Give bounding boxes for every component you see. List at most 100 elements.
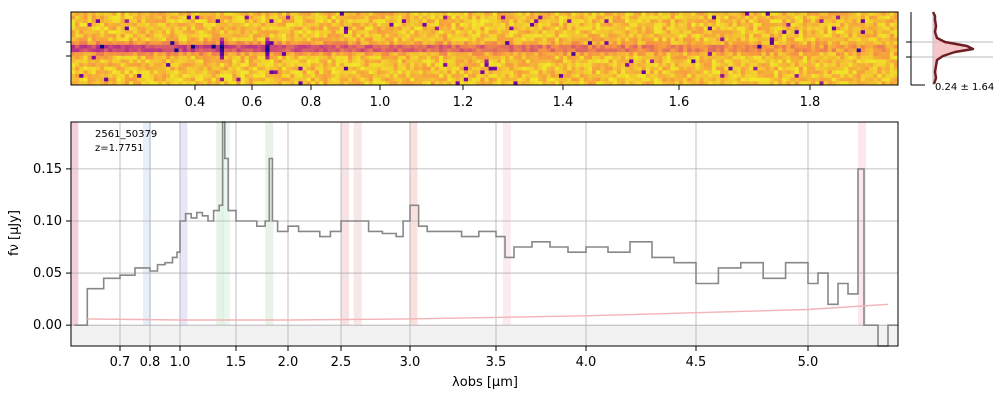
heatmap-cell bbox=[327, 63, 332, 68]
heatmap-cell bbox=[286, 77, 291, 82]
heatmap-cell bbox=[228, 52, 233, 57]
heatmap-cell bbox=[397, 55, 403, 60]
heatmap-cell bbox=[207, 48, 212, 53]
heatmap-cell bbox=[492, 77, 498, 82]
heatmap-cell bbox=[678, 70, 684, 75]
heatmap-cell bbox=[521, 74, 527, 78]
heatmap-cell bbox=[786, 44, 791, 49]
heatmap-cell bbox=[579, 59, 585, 64]
heatmap-cell bbox=[666, 33, 671, 38]
heatmap-cell bbox=[687, 22, 692, 27]
heatmap-cell bbox=[749, 37, 754, 42]
heatmap-cell bbox=[335, 74, 341, 78]
heatmap-cell bbox=[538, 55, 543, 60]
heatmap-cell bbox=[745, 15, 750, 20]
heatmap-cell bbox=[244, 30, 250, 35]
heatmap-cell bbox=[786, 52, 791, 57]
heatmap-cell bbox=[501, 59, 506, 64]
heatmap-cell bbox=[426, 74, 432, 78]
heatmap-cell bbox=[265, 15, 270, 20]
heatmap-cell bbox=[389, 26, 394, 31]
heatmap-cell bbox=[616, 19, 622, 24]
heatmap-cell bbox=[728, 77, 733, 82]
heatmap-cell bbox=[885, 63, 891, 68]
heatmap-cell bbox=[124, 74, 130, 78]
heatmap-cell bbox=[99, 26, 105, 31]
heatmap-cell bbox=[244, 70, 250, 75]
heatmap-cell bbox=[467, 37, 473, 42]
heatmap-cell bbox=[600, 77, 605, 82]
heatmap-cell bbox=[335, 19, 341, 24]
heatmap-cell bbox=[558, 15, 564, 20]
heatmap-cell bbox=[682, 44, 688, 49]
heatmap-cell bbox=[467, 81, 473, 86]
heatmap-cell bbox=[592, 77, 597, 82]
heatmap-cell bbox=[364, 55, 370, 60]
heatmap-cell bbox=[840, 33, 845, 38]
heatmap-cell bbox=[343, 26, 349, 31]
heatmap-cell bbox=[174, 59, 179, 64]
heatmap-cell bbox=[773, 37, 779, 42]
heatmap-cell bbox=[840, 30, 845, 35]
heatmap-cell bbox=[658, 70, 663, 75]
heatmap-cell bbox=[443, 22, 448, 27]
heatmap-cell bbox=[248, 74, 254, 78]
heatmap-cell bbox=[232, 30, 237, 35]
heatmap-cell bbox=[736, 48, 742, 53]
heatmap-cell bbox=[670, 33, 675, 38]
heatmap-cell bbox=[538, 26, 543, 31]
heatmap-cell bbox=[496, 74, 502, 78]
heatmap-cell bbox=[273, 15, 279, 20]
heatmap-cell bbox=[496, 44, 502, 49]
heatmap-cell bbox=[873, 77, 878, 82]
heatmap-cell bbox=[451, 44, 456, 49]
heatmap-cell bbox=[269, 37, 274, 42]
heatmap-cell bbox=[120, 81, 126, 86]
heatmap-cell bbox=[87, 59, 92, 64]
x-tick-label: 4.0 bbox=[576, 355, 597, 370]
heatmap-cell bbox=[740, 59, 746, 64]
heatmap-cell bbox=[310, 15, 316, 20]
heatmap-cell bbox=[104, 74, 109, 78]
heatmap-cell bbox=[87, 77, 92, 82]
heatmap-cell bbox=[83, 26, 88, 31]
heatmap-cell bbox=[682, 77, 688, 82]
heatmap-cell bbox=[716, 74, 721, 78]
heatmap-cell bbox=[364, 63, 370, 68]
heatmap-cell bbox=[583, 12, 589, 16]
heatmap-cell bbox=[414, 19, 419, 24]
heatmap-cell bbox=[430, 15, 436, 20]
heatmap-cell bbox=[881, 77, 886, 82]
heatmap-cell bbox=[257, 63, 262, 68]
heatmap-cell bbox=[426, 63, 432, 68]
heatmap-cell bbox=[571, 52, 576, 57]
heatmap-cell bbox=[521, 70, 527, 75]
heatmap-cell bbox=[348, 48, 353, 53]
heatmap-cell bbox=[476, 52, 481, 57]
heatmap-cell bbox=[674, 37, 680, 42]
heatmap-cell bbox=[592, 70, 597, 75]
heatmap-cell bbox=[153, 26, 159, 31]
heatmap-cell bbox=[811, 77, 816, 82]
heatmap-cell bbox=[649, 77, 655, 82]
heatmap-cell bbox=[87, 19, 92, 24]
heatmap-cell bbox=[211, 15, 217, 20]
heatmap-cell bbox=[178, 48, 183, 53]
heatmap-cell bbox=[108, 37, 113, 42]
heatmap-cell bbox=[248, 63, 254, 68]
heatmap-cell bbox=[695, 19, 700, 24]
heatmap-cell bbox=[298, 22, 303, 27]
heatmap-cell bbox=[459, 15, 465, 20]
heatmap-x-ticks: 0.4 0.6 0.8 1.0 1.2 1.4 1.6 1.8 bbox=[66, 41, 820, 110]
heatmap-cell bbox=[757, 33, 762, 38]
heatmap-cell bbox=[745, 59, 750, 64]
heatmap-cell bbox=[629, 12, 634, 16]
heatmap-cell bbox=[298, 48, 303, 53]
heatmap-cell bbox=[422, 52, 427, 57]
heatmap-cell bbox=[199, 81, 204, 86]
heatmap-cell bbox=[219, 30, 225, 35]
heatmap-cell bbox=[339, 44, 345, 49]
heatmap-cell bbox=[592, 59, 597, 64]
heatmap-cell bbox=[575, 41, 580, 46]
heatmap-cell bbox=[472, 81, 477, 86]
